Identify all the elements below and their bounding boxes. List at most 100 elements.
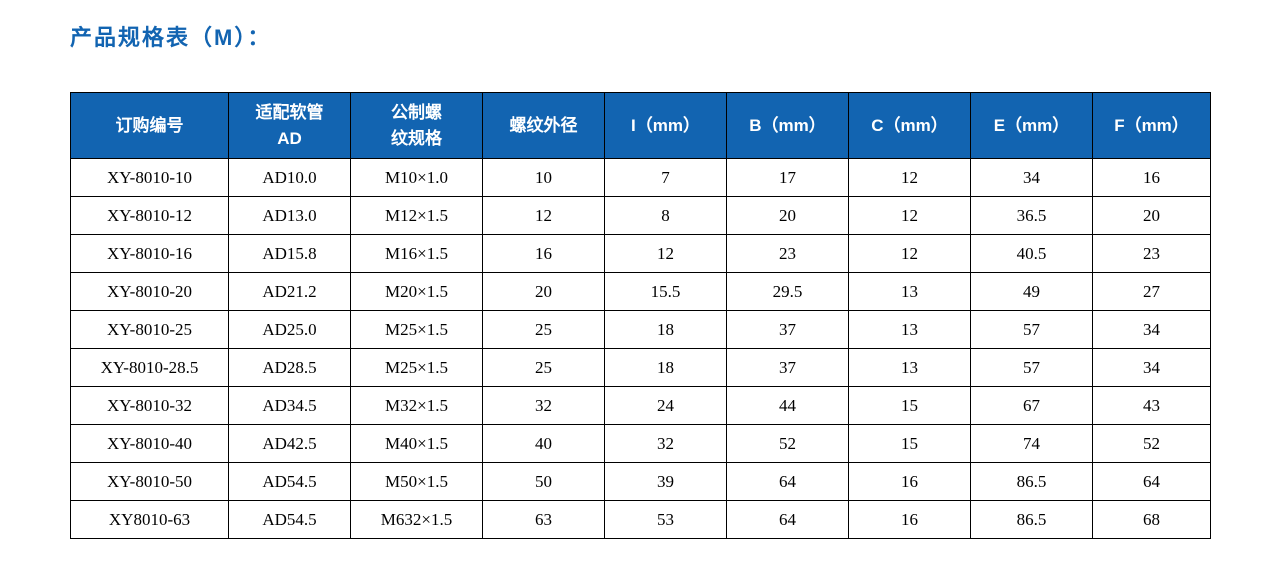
table-cell: 37: [727, 349, 849, 387]
table-cell: 64: [1093, 463, 1211, 501]
table-cell: 12: [605, 235, 727, 273]
table-cell: AD13.0: [229, 197, 351, 235]
table-cell: XY-8010-12: [71, 197, 229, 235]
col-header-e: E（mm）: [971, 93, 1093, 159]
table-cell: XY-8010-10: [71, 159, 229, 197]
table-cell: 50: [483, 463, 605, 501]
table-cell: 52: [1093, 425, 1211, 463]
table-cell: 12: [849, 235, 971, 273]
table-cell: 34: [971, 159, 1093, 197]
table-cell: 24: [605, 387, 727, 425]
table-row: XY-8010-28.5AD28.5M25×1.5251837135734: [71, 349, 1211, 387]
table-cell: 15.5: [605, 273, 727, 311]
table-cell: 7: [605, 159, 727, 197]
page-title: 产品规格表（M）：: [70, 20, 1211, 52]
table-cell: 29.5: [727, 273, 849, 311]
table-cell: 44: [727, 387, 849, 425]
col-header-thread-od: 螺纹外径: [483, 93, 605, 159]
table-cell: M25×1.5: [351, 349, 483, 387]
table-cell: 57: [971, 349, 1093, 387]
table-cell: 25: [483, 311, 605, 349]
table-cell: 13: [849, 273, 971, 311]
table-cell: 64: [727, 501, 849, 539]
table-cell: AD42.5: [229, 425, 351, 463]
table-cell: 53: [605, 501, 727, 539]
table-cell: XY-8010-40: [71, 425, 229, 463]
spec-table: 订购编号 适配软管AD 公制螺纹规格 螺纹外径 I（mm） B（mm） C（mm…: [70, 92, 1211, 539]
table-cell: 18: [605, 349, 727, 387]
table-cell: 40: [483, 425, 605, 463]
table-header-row: 订购编号 适配软管AD 公制螺纹规格 螺纹外径 I（mm） B（mm） C（mm…: [71, 93, 1211, 159]
table-cell: AD15.8: [229, 235, 351, 273]
col-header-b: B（mm）: [727, 93, 849, 159]
table-cell: XY-8010-20: [71, 273, 229, 311]
table-row: XY-8010-50AD54.5M50×1.55039641686.564: [71, 463, 1211, 501]
table-cell: 64: [727, 463, 849, 501]
table-cell: 49: [971, 273, 1093, 311]
table-cell: XY8010-63: [71, 501, 229, 539]
table-cell: 18: [605, 311, 727, 349]
table-cell: 86.5: [971, 463, 1093, 501]
table-cell: M12×1.5: [351, 197, 483, 235]
table-cell: 10: [483, 159, 605, 197]
table-cell: 86.5: [971, 501, 1093, 539]
table-cell: M16×1.5: [351, 235, 483, 273]
table-cell: 17: [727, 159, 849, 197]
table-cell: XY-8010-25: [71, 311, 229, 349]
table-cell: M50×1.5: [351, 463, 483, 501]
table-cell: AD10.0: [229, 159, 351, 197]
table-cell: 8: [605, 197, 727, 235]
table-cell: XY-8010-16: [71, 235, 229, 273]
table-row: XY-8010-12AD13.0M12×1.5128201236.520: [71, 197, 1211, 235]
table-cell: M632×1.5: [351, 501, 483, 539]
table-cell: 34: [1093, 349, 1211, 387]
table-cell: 63: [483, 501, 605, 539]
table-cell: 68: [1093, 501, 1211, 539]
col-header-thread-spec: 公制螺纹规格: [351, 93, 483, 159]
table-cell: 12: [849, 197, 971, 235]
table-cell: 16: [849, 463, 971, 501]
table-cell: 13: [849, 311, 971, 349]
col-header-c: C（mm）: [849, 93, 971, 159]
table-cell: M40×1.5: [351, 425, 483, 463]
table-cell: 20: [727, 197, 849, 235]
table-cell: XY-8010-28.5: [71, 349, 229, 387]
table-cell: 27: [1093, 273, 1211, 311]
table-cell: AD21.2: [229, 273, 351, 311]
table-cell: 32: [483, 387, 605, 425]
table-cell: 13: [849, 349, 971, 387]
table-cell: 37: [727, 311, 849, 349]
table-body: XY-8010-10AD10.0M10×1.010717123416XY-801…: [71, 159, 1211, 539]
table-cell: 16: [483, 235, 605, 273]
table-row: XY-8010-40AD42.5M40×1.5403252157452: [71, 425, 1211, 463]
table-row: XY-8010-32AD34.5M32×1.5322444156743: [71, 387, 1211, 425]
col-header-f: F（mm）: [1093, 93, 1211, 159]
table-cell: AD25.0: [229, 311, 351, 349]
table-cell: 57: [971, 311, 1093, 349]
table-cell: 32: [605, 425, 727, 463]
table-row: XY-8010-25AD25.0M25×1.5251837135734: [71, 311, 1211, 349]
table-cell: 43: [1093, 387, 1211, 425]
table-cell: AD54.5: [229, 501, 351, 539]
table-row: XY-8010-10AD10.0M10×1.010717123416: [71, 159, 1211, 197]
col-header-order-no: 订购编号: [71, 93, 229, 159]
table-cell: 12: [483, 197, 605, 235]
table-cell: 39: [605, 463, 727, 501]
table-cell: 20: [1093, 197, 1211, 235]
table-cell: 40.5: [971, 235, 1093, 273]
table-cell: 23: [1093, 235, 1211, 273]
table-cell: 15: [849, 387, 971, 425]
table-row: XY-8010-20AD21.2M20×1.52015.529.5134927: [71, 273, 1211, 311]
table-cell: M32×1.5: [351, 387, 483, 425]
table-cell: AD34.5: [229, 387, 351, 425]
table-cell: 20: [483, 273, 605, 311]
table-cell: AD28.5: [229, 349, 351, 387]
table-cell: 36.5: [971, 197, 1093, 235]
table-cell: 16: [849, 501, 971, 539]
table-cell: 15: [849, 425, 971, 463]
table-cell: XY-8010-32: [71, 387, 229, 425]
table-cell: 74: [971, 425, 1093, 463]
table-cell: M25×1.5: [351, 311, 483, 349]
table-cell: M20×1.5: [351, 273, 483, 311]
table-cell: 25: [483, 349, 605, 387]
